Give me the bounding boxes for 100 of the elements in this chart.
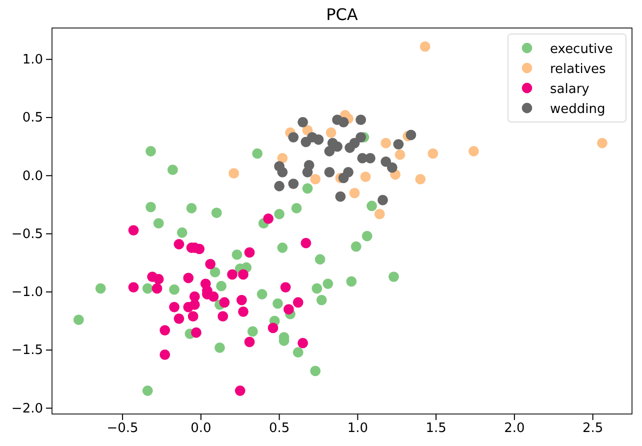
point: [420, 41, 430, 52]
point: [326, 127, 336, 138]
point: [277, 153, 288, 164]
point: [228, 168, 240, 179]
point: [338, 172, 349, 184]
point: [344, 142, 356, 153]
point: [597, 138, 608, 148]
x-tick-label: 0.5: [268, 421, 290, 436]
point: [374, 208, 385, 220]
x-tick-label: 2.0: [504, 421, 525, 436]
x-tick-label: 2.5: [582, 421, 604, 436]
point: [314, 254, 326, 265]
point: [284, 304, 294, 315]
point: [380, 156, 392, 167]
point: [406, 130, 416, 140]
point: [322, 278, 334, 289]
point: [146, 202, 156, 212]
point: [252, 148, 263, 159]
point: [300, 238, 312, 248]
point: [244, 247, 255, 258]
point: [350, 241, 362, 252]
point: [378, 194, 388, 206]
point: [191, 327, 202, 338]
point: [263, 213, 274, 224]
legend-label: wedding: [550, 102, 606, 117]
point: [274, 180, 284, 192]
point: [316, 294, 327, 306]
point: [362, 230, 372, 242]
legend-label: salary: [550, 82, 590, 97]
legend-label: executive: [550, 42, 613, 57]
y-tick-label: −0.5: [11, 226, 43, 242]
point: [146, 146, 156, 156]
point: [388, 272, 399, 282]
point: [324, 146, 335, 156]
point: [128, 225, 139, 236]
point: [288, 178, 299, 189]
point: [142, 283, 153, 294]
point: [256, 289, 268, 300]
point: [183, 272, 194, 284]
point: [288, 132, 299, 142]
point: [415, 174, 426, 184]
point: [386, 162, 398, 173]
point: [298, 116, 308, 128]
point: [428, 148, 438, 159]
y-tick-label: −1.5: [11, 343, 43, 358]
point: [346, 276, 357, 287]
point: [380, 138, 392, 148]
point: [310, 366, 321, 376]
y-tick-label: 0.5: [22, 110, 43, 126]
point: [332, 141, 342, 152]
point: [302, 183, 313, 194]
point: [360, 172, 371, 182]
point: [73, 314, 84, 326]
point: [280, 282, 291, 292]
point: [356, 114, 366, 126]
point: [211, 208, 222, 218]
x-tick-label: 0.0: [190, 421, 212, 436]
legend-label: relatives: [550, 62, 606, 77]
y-tick-label: −2.0: [11, 401, 43, 416]
point: [468, 146, 479, 156]
point: [194, 244, 205, 254]
point: [244, 336, 255, 348]
point: [356, 132, 366, 142]
point: [234, 386, 246, 396]
point: [128, 282, 139, 292]
y-tick-label: 0.0: [22, 168, 43, 184]
point: [238, 306, 248, 317]
point: [232, 250, 242, 260]
point: [174, 239, 184, 250]
point: [169, 284, 180, 295]
point: [312, 283, 322, 294]
point: [168, 164, 178, 176]
point: [349, 188, 360, 198]
point: [302, 166, 313, 178]
x-tick-label: 1.5: [426, 421, 446, 436]
point: [188, 311, 198, 322]
point: [205, 258, 216, 270]
point: [238, 269, 248, 280]
point: [291, 203, 302, 214]
point: [277, 242, 288, 253]
point: [277, 166, 288, 178]
point: [292, 297, 304, 308]
point: [210, 266, 220, 278]
point: [227, 269, 238, 280]
point: [324, 166, 335, 178]
point: [366, 200, 377, 212]
point: [153, 218, 164, 229]
point: [214, 342, 225, 353]
point: [272, 298, 283, 309]
point: [160, 350, 170, 360]
point: [218, 311, 228, 322]
x-tick-label: −0.5: [106, 421, 138, 436]
point: [160, 325, 170, 336]
point: [176, 227, 188, 238]
point: [95, 283, 106, 294]
point: [268, 322, 278, 334]
point: [142, 386, 153, 396]
point: [216, 280, 226, 292]
point: [310, 174, 321, 184]
point: [183, 302, 194, 312]
